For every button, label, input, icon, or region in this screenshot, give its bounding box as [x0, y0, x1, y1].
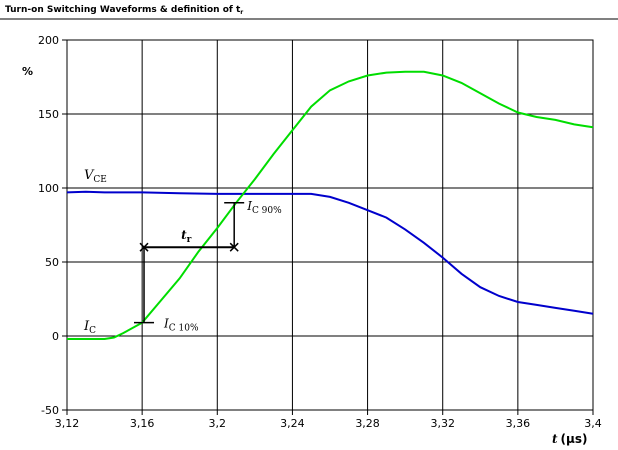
grid-lines: [62, 39, 594, 415]
x-tick-labels: 3,12 3,16 3,2 3,24 3,28 3,32 3,36 3,4: [55, 417, 602, 430]
series-ic-line: [67, 70, 594, 340]
ic90-label: IC 90%: [246, 199, 282, 216]
y-tick-label: 200: [38, 34, 59, 47]
rise-time-label: tr: [181, 228, 192, 245]
x-tick-label: 3,28: [355, 417, 380, 430]
y-tick-label: 100: [38, 182, 59, 195]
x-tick-label: 3,2: [209, 417, 227, 430]
plot-frame: [66, 39, 594, 411]
y-tick-labels: -50 0 50 100 150 200: [38, 34, 59, 417]
series-vce-line: [66, 190, 594, 315]
y-tick-label: 0: [52, 330, 59, 343]
ic10-label: IC 10%: [163, 317, 199, 334]
x-tick-label: 3,12: [55, 417, 80, 430]
y-tick-label: 150: [38, 108, 59, 121]
x-axis-label: t (µs): [552, 432, 588, 446]
x-tick-label: 3,4: [584, 417, 602, 430]
y-axis-label: %: [22, 65, 33, 78]
x-tick-label: 3,16: [130, 417, 155, 430]
y-tick-label: -50: [41, 404, 59, 417]
y-tick-label: 50: [45, 256, 59, 269]
rise-time-arrow-end-left: [139, 242, 149, 252]
rise-time-arrow-end-right: [229, 242, 239, 252]
x-tick-label: 3,32: [430, 417, 455, 430]
x-tick-label: 3,36: [506, 417, 531, 430]
chart-title: Turn-on Switching Waveforms & definition…: [5, 5, 243, 16]
x-tick-label: 3,24: [280, 417, 305, 430]
series-ic-label: IC: [83, 319, 96, 336]
series-vce-label: VCE: [84, 168, 107, 185]
rise-time-annotation: [134, 202, 245, 324]
